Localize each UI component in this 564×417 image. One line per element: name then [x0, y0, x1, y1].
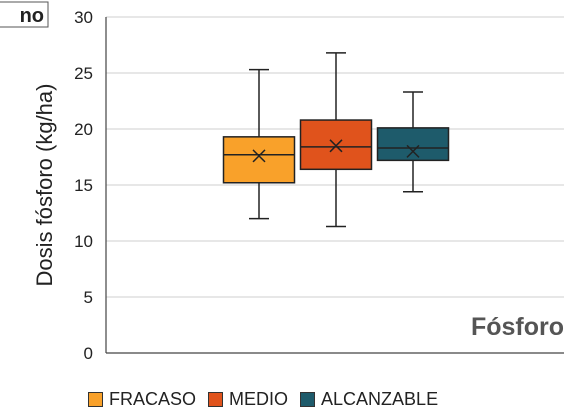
box-fracaso	[222, 68, 296, 220]
legend-swatch	[300, 392, 316, 407]
legend-label: MEDIO	[229, 389, 289, 409]
legend-label: FRACASO	[109, 389, 197, 409]
y-tick-label: 20	[74, 120, 93, 139]
y-tick-label: 5	[84, 288, 93, 307]
mean-marker	[252, 149, 266, 163]
corner-tag: no	[20, 5, 44, 27]
iqr-box	[376, 127, 450, 162]
y-tick-label: 25	[74, 64, 93, 83]
legend: FRACASO MEDIO ALCANZABLE	[88, 389, 450, 410]
grid-lines	[106, 16, 564, 298]
legend-item: ALCANZABLE	[300, 389, 438, 410]
iqr-box	[222, 136, 296, 184]
box-alcanzable	[376, 91, 450, 193]
y-tick-label: 0	[84, 344, 93, 363]
legend-swatch	[88, 392, 103, 407]
box-medio	[299, 52, 373, 228]
mean-marker	[406, 144, 420, 158]
y-axis-label: Dosis fósforo (kg/ha)	[32, 84, 57, 287]
box-series	[222, 52, 450, 228]
panel-label: Fósforo	[471, 313, 564, 341]
legend-swatch	[208, 392, 224, 407]
legend-label: ALCANZABLE	[321, 389, 439, 409]
legend-item: FRACASO	[88, 389, 196, 410]
box-plot-chart: 0 5 10 15 20 25 30 Dosis fósforo (kg/ha) Fósfo…	[0, 1, 564, 363]
y-tick-label: 30	[74, 8, 93, 27]
y-tick-label: 15	[74, 176, 93, 195]
iqr-box	[299, 119, 373, 171]
corner-tag-box	[0, 1, 49, 28]
y-tick-labels: 0 5 10 15 20 25 30	[74, 8, 93, 363]
y-tick-label: 10	[74, 232, 93, 251]
axes	[105, 17, 564, 354]
mean-marker	[329, 139, 343, 153]
legend-item: MEDIO	[208, 389, 288, 410]
